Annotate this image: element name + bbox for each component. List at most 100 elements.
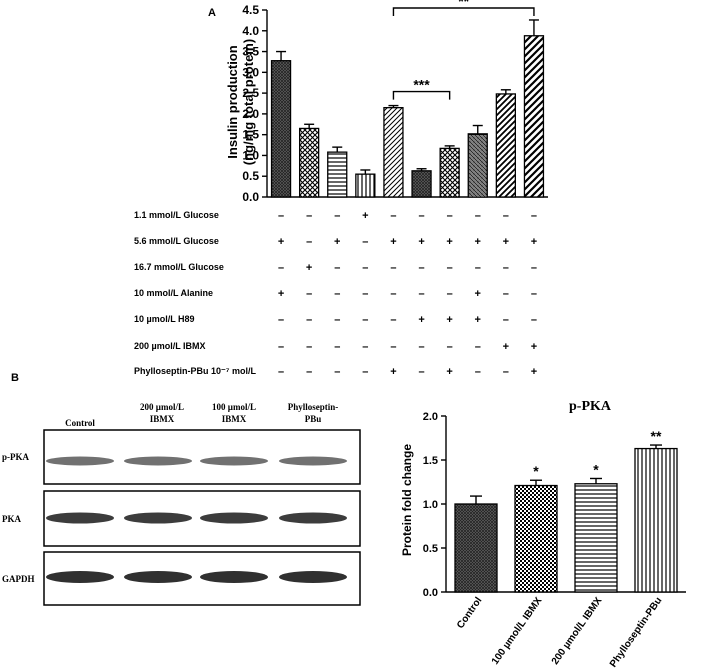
condition-minus: – xyxy=(503,210,509,222)
condition-minus: – xyxy=(418,341,424,353)
condition-minus: – xyxy=(475,341,481,353)
chart-a-ytick-label: 1.5 xyxy=(242,128,259,142)
condition-plus: + xyxy=(475,236,481,248)
blot-row-label-p-pka: p-PKA xyxy=(2,452,30,462)
condition-minus: – xyxy=(306,314,312,326)
condition-label: 200 µmol/L IBMX xyxy=(134,341,206,351)
condition-minus: – xyxy=(418,262,424,274)
condition-minus: – xyxy=(418,288,424,300)
condition-minus: – xyxy=(447,288,453,300)
condition-label: 1.1 mmol/L Glucose xyxy=(134,210,219,220)
blot-column-header: PBu xyxy=(305,414,322,424)
condition-minus: – xyxy=(306,366,312,378)
condition-label: 10 mmol/L Alanine xyxy=(134,288,213,298)
blot-band xyxy=(124,571,192,583)
condition-minus: – xyxy=(334,262,340,274)
chart-a-bar xyxy=(355,173,376,198)
condition-minus: – xyxy=(278,341,284,353)
blot-column-header: 100 µmol/L xyxy=(212,402,256,412)
condition-plus: + xyxy=(418,314,424,326)
condition-plus: + xyxy=(278,236,284,248)
chart-b-sig-label: ** xyxy=(651,428,662,444)
condition-plus: + xyxy=(278,288,284,300)
chart-b-ytick-label: 0.0 xyxy=(423,587,438,599)
condition-plus: + xyxy=(418,236,424,248)
chart-b-sig-label: * xyxy=(593,461,599,477)
panel-b-label: B xyxy=(11,372,19,384)
chart-a-ytick-label: 0.0 xyxy=(242,190,259,204)
condition-minus: – xyxy=(306,341,312,353)
condition-minus: – xyxy=(334,288,340,300)
condition-minus: – xyxy=(447,341,453,353)
chart-a-ytick-label: 3.0 xyxy=(242,65,259,79)
condition-minus: – xyxy=(531,288,537,300)
chart-a-ytick-label: 3.5 xyxy=(242,45,259,59)
blot-column-headers: Control 200 µmol/L IBMX 100 µmol/L IBMX Phyll… xyxy=(65,402,338,428)
blot-band xyxy=(46,512,114,524)
blot-band xyxy=(124,512,192,524)
condition-minus: – xyxy=(306,210,312,222)
condition-minus: – xyxy=(531,210,537,222)
condition-plus: + xyxy=(531,366,537,378)
panel-a-label: A xyxy=(208,7,216,19)
chart-b-ylabel: Protein fold change xyxy=(400,444,414,556)
condition-minus: – xyxy=(334,314,340,326)
chart-b-category-label: Control xyxy=(455,595,485,631)
condition-label: 5.6 mmol/L Glucose xyxy=(134,236,219,246)
condition-minus: – xyxy=(447,210,453,222)
blot-band xyxy=(200,512,268,524)
condition-plus: + xyxy=(503,341,509,353)
condition-minus: – xyxy=(390,210,396,222)
blot-band xyxy=(279,571,347,583)
condition-minus: – xyxy=(278,210,284,222)
chart-a-ytick-label: 2.0 xyxy=(242,107,259,121)
condition-plus: + xyxy=(531,341,537,353)
condition-minus: – xyxy=(362,288,368,300)
condition-minus: – xyxy=(306,236,312,248)
chart-a-bar xyxy=(439,147,460,198)
chart-b-category-label: 100 µmol/L IBMX xyxy=(490,595,545,667)
condition-plus: + xyxy=(503,236,509,248)
chart-b-category-label: 200 µmol/L IBMX xyxy=(550,595,605,667)
chart-a-ytick-label: 4.0 xyxy=(242,24,259,38)
chart-b-ytick-label: 2.0 xyxy=(423,411,438,423)
chart-b-title: p-PKA xyxy=(569,399,612,414)
chart-b-bar xyxy=(574,483,618,593)
condition-minus: – xyxy=(362,314,368,326)
chart-b-bar xyxy=(634,447,678,593)
chart-a-plot: 0.00.51.01.52.02.53.03.54.04.5***** xyxy=(242,0,548,204)
condition-minus: – xyxy=(362,262,368,274)
condition-minus: – xyxy=(503,314,509,326)
blot-band xyxy=(46,456,114,466)
condition-plus: + xyxy=(306,262,312,274)
chart-a-sig-bracket xyxy=(392,7,535,16)
chart-b-category-label: Phylloseptin-PBu xyxy=(608,595,665,668)
condition-plus: + xyxy=(446,366,452,378)
blot-column-header: 200 µmol/L xyxy=(140,402,184,412)
condition-plus: + xyxy=(475,314,481,326)
chart-b-ytick-label: 1.5 xyxy=(423,455,438,467)
condition-minus: – xyxy=(475,366,481,378)
condition-minus: – xyxy=(278,262,284,274)
blot-band xyxy=(200,456,268,466)
condition-minus: – xyxy=(390,262,396,274)
blot-band xyxy=(279,456,347,466)
chart-a-ylabel-line2: (ng/mg total protein) xyxy=(241,39,256,165)
condition-minus: – xyxy=(531,314,537,326)
condition-minus: – xyxy=(475,262,481,274)
chart-a-bar xyxy=(523,35,545,198)
chart-a-bar xyxy=(411,170,432,198)
blot-row-label-gapdh: GAPDH xyxy=(2,574,35,584)
blot-band xyxy=(124,456,192,466)
condition-plus: + xyxy=(390,366,396,378)
blot-bands xyxy=(46,456,347,583)
condition-plus: + xyxy=(362,210,368,222)
condition-minus: – xyxy=(334,210,340,222)
condition-minus: – xyxy=(278,366,284,378)
chart-a-bar xyxy=(383,107,404,198)
blot-row-label-pka: PKA xyxy=(2,514,21,524)
chart-a-sig-label: *** xyxy=(413,77,430,93)
chart-a-bar xyxy=(467,133,488,198)
chart-a-ytick-label: 1.0 xyxy=(242,148,259,162)
